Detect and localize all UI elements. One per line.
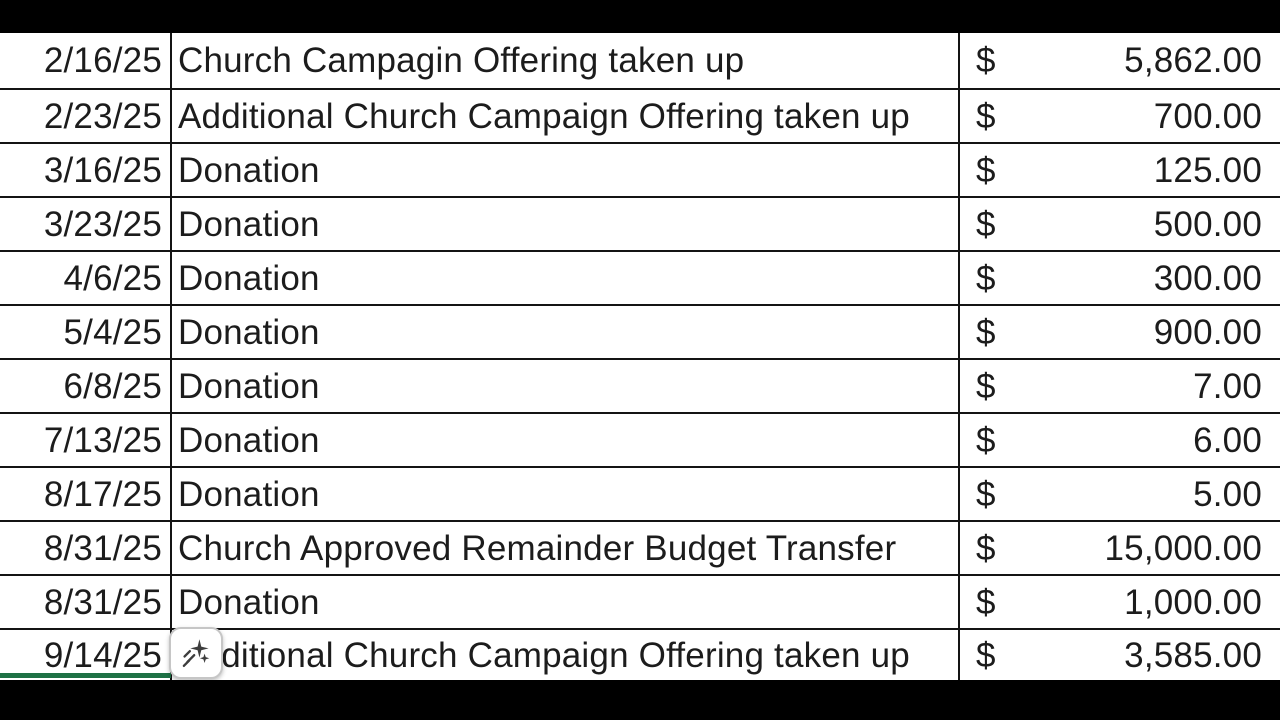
description-cell[interactable]: Additional Church Campaign Offering take… bbox=[170, 630, 958, 680]
amount-value: 125.00 bbox=[1153, 150, 1262, 190]
amount-cell[interactable]: $ 15,000.00 bbox=[958, 522, 1280, 574]
date-cell[interactable]: 8/31/25 bbox=[43, 528, 162, 568]
amount-cell[interactable]: $ 6.00 bbox=[958, 414, 1280, 466]
currency-symbol: $ bbox=[976, 582, 996, 622]
description-cell[interactable]: Donation bbox=[170, 252, 958, 304]
bottom-letterbox-bar bbox=[0, 680, 1280, 720]
amount-cell[interactable]: $ 1,000.00 bbox=[958, 576, 1280, 628]
amount-value: 15,000.00 bbox=[1104, 528, 1262, 568]
date-cell[interactable]: 8/31/25 bbox=[43, 582, 162, 622]
currency-symbol: $ bbox=[976, 420, 996, 460]
amount-value: 1,000.00 bbox=[1124, 582, 1262, 622]
amount-value: 5.00 bbox=[1193, 474, 1262, 514]
table-row: 2/16/25 Church Campagin Offering taken u… bbox=[0, 33, 1280, 90]
amount-value: 700.00 bbox=[1153, 96, 1262, 136]
description-cell[interactable]: Church Approved Remainder Budget Transfe… bbox=[170, 522, 958, 574]
description-cell[interactable]: Donation bbox=[170, 144, 958, 196]
amount-cell[interactable]: $ 300.00 bbox=[958, 252, 1280, 304]
table-row: 8/31/25 Donation $ 1,000.00 bbox=[0, 576, 1280, 630]
table-row: 9/14/25 Additional Church Campaign Offer… bbox=[0, 630, 1280, 680]
date-cell[interactable]: 7/13/25 bbox=[43, 420, 162, 460]
table-row: 8/31/25 Church Approved Remainder Budget… bbox=[0, 522, 1280, 576]
selected-cell-green-border bbox=[0, 673, 171, 678]
amount-cell[interactable]: $ 900.00 bbox=[958, 306, 1280, 358]
spreadsheet-area: 2/16/25 Church Campagin Offering taken u… bbox=[0, 33, 1280, 680]
table-row: 2/23/25 Additional Church Campaign Offer… bbox=[0, 90, 1280, 144]
table-row: 8/17/25 Donation $ 5.00 bbox=[0, 468, 1280, 522]
date-cell[interactable]: 2/16/25 bbox=[43, 41, 162, 80]
amount-cell[interactable]: $ 3,585.00 bbox=[958, 630, 1280, 680]
amount-value: 7.00 bbox=[1193, 366, 1262, 406]
description-cell[interactable]: Donation bbox=[170, 576, 958, 628]
table-row: 7/13/25 Donation $ 6.00 bbox=[0, 414, 1280, 468]
currency-symbol: $ bbox=[976, 204, 996, 244]
date-cell-selected[interactable]: 9/14/25 bbox=[43, 635, 162, 675]
amount-cell[interactable]: $ 700.00 bbox=[958, 90, 1280, 142]
description-cell[interactable]: Donation bbox=[170, 414, 958, 466]
amount-cell[interactable]: $ 7.00 bbox=[958, 360, 1280, 412]
currency-symbol: $ bbox=[976, 474, 996, 514]
table-row: 4/6/25 Donation $ 300.00 bbox=[0, 252, 1280, 306]
description-cell[interactable]: Additional Church Campaign Offering take… bbox=[170, 90, 958, 142]
table-row: 6/8/25 Donation $ 7.00 bbox=[0, 360, 1280, 414]
amount-value: 500.00 bbox=[1153, 204, 1262, 244]
date-cell[interactable]: 2/23/25 bbox=[43, 96, 162, 136]
date-cell[interactable]: 5/4/25 bbox=[63, 312, 162, 352]
analyze-data-button[interactable] bbox=[169, 627, 223, 679]
date-cell[interactable]: 6/8/25 bbox=[63, 366, 162, 406]
amount-value: 5,862.00 bbox=[1124, 41, 1262, 80]
description-cell[interactable]: Church Campagin Offering taken up bbox=[170, 33, 958, 88]
currency-symbol: $ bbox=[976, 366, 996, 406]
top-letterbox-bar bbox=[0, 0, 1280, 33]
table-row: 3/16/25 Donation $ 125.00 bbox=[0, 144, 1280, 198]
date-cell[interactable]: 3/23/25 bbox=[43, 204, 162, 244]
amount-cell[interactable]: $ 125.00 bbox=[958, 144, 1280, 196]
currency-symbol: $ bbox=[976, 41, 996, 80]
date-cell[interactable]: 4/6/25 bbox=[63, 258, 162, 298]
description-cell[interactable]: Donation bbox=[170, 198, 958, 250]
currency-symbol: $ bbox=[976, 635, 996, 675]
description-cell[interactable]: Donation bbox=[170, 468, 958, 520]
description-cell[interactable]: Donation bbox=[170, 306, 958, 358]
currency-symbol: $ bbox=[976, 528, 996, 568]
table-row: 3/23/25 Donation $ 500.00 bbox=[0, 198, 1280, 252]
amount-value: 300.00 bbox=[1153, 258, 1262, 298]
currency-symbol: $ bbox=[976, 96, 996, 136]
amount-value: 900.00 bbox=[1153, 312, 1262, 352]
amount-value: 3,585.00 bbox=[1124, 635, 1262, 675]
description-cell[interactable]: Donation bbox=[170, 360, 958, 412]
amount-cell[interactable]: $ 5,862.00 bbox=[958, 33, 1280, 88]
currency-symbol: $ bbox=[976, 150, 996, 190]
amount-cell[interactable]: $ 5.00 bbox=[958, 468, 1280, 520]
sparkles-icon bbox=[180, 637, 212, 669]
table-row: 5/4/25 Donation $ 900.00 bbox=[0, 306, 1280, 360]
date-cell[interactable]: 3/16/25 bbox=[43, 150, 162, 190]
currency-symbol: $ bbox=[976, 258, 996, 298]
amount-value: 6.00 bbox=[1193, 420, 1262, 460]
date-cell[interactable]: 8/17/25 bbox=[43, 474, 162, 514]
amount-cell[interactable]: $ 500.00 bbox=[958, 198, 1280, 250]
currency-symbol: $ bbox=[976, 312, 996, 352]
